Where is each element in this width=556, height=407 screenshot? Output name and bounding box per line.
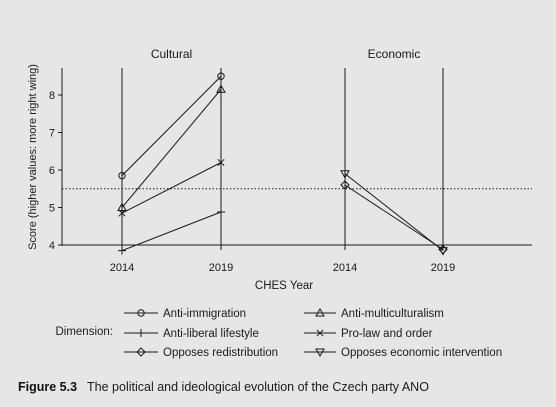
x-tick-label: 2019 [431,262,455,274]
legend-marker-opposes-economic-intervention [315,348,325,358]
legend-marker-pro-law-and-order [316,329,324,337]
legend-label-anti-liberal-lifestyle: Anti-liberal lifestyle [163,328,259,340]
series-line-anti-liberal-lifestyle [121,211,222,252]
x-tick-label: 2014 [333,262,357,274]
y-tick-label: 4 [49,240,55,252]
legend-title: Dimension: [55,326,113,338]
y-tick-label: 5 [49,203,55,215]
legend-marker-anti-immigration [137,309,145,317]
legend-label-anti-immigration: Anti-immigration [163,308,246,320]
series-line-anti-immigration [121,75,222,176]
series-line-opposes-redistribution [344,184,444,250]
legend-marker-anti-multiculturalism [315,307,325,317]
data-point-pro-law-and-order [118,209,126,217]
y-tick-label: 6 [49,165,55,177]
chart: 4 5 6 7 8 Score (higher values: more right wi… [27,47,532,359]
y-tick-label: 8 [49,90,55,102]
series-line-anti-multiculturalism [121,89,222,208]
legend: Dimension: Anti-immigration Anti-multicult… [55,308,502,359]
data-point-anti-liberal-lifestyle [118,246,126,255]
legend-label-anti-multiculturalism: Anti-multiculturalism [341,308,444,320]
data-point-pro-law-and-order [217,158,225,167]
legend-label-opposes-redistribution: Opposes redistribution [163,347,278,359]
legend-marker-opposes-redistribution [136,347,146,357]
figure-caption: Figure 5.3 The political and ideological … [18,380,429,394]
legend-marker-anti-liberal-lifestyle [137,329,145,337]
data-point-anti-immigration [217,72,225,80]
x-axis-title: CHES Year [255,280,313,292]
data-point-anti-multiculturalism [216,84,226,93]
panel-title-economic: Economic [368,47,421,61]
figure-caption-text: The political and ideological evolution … [87,380,429,394]
series-line-pro-law-and-order [121,162,222,214]
series-line-opposes-economic-intervention [344,173,444,252]
y-tick-label: 7 [49,128,55,140]
data-point-opposes-redistribution [340,180,350,190]
legend-label-pro-law-and-order: Pro-law and order [341,328,433,340]
data-point-anti-liberal-lifestyle [217,208,225,216]
data-point-opposes-economic-intervention [340,170,350,179]
data-point-anti-multiculturalism [117,202,127,211]
data-point-opposes-economic-intervention [438,247,448,256]
legend-label-opposes-economic-intervention: Opposes economic intervention [341,347,502,359]
x-tick-label: 2014 [110,262,134,274]
x-tick-label: 2019 [209,262,233,274]
figure-number: Figure 5.3 [18,380,78,394]
panel-title-cultural: Cultural [151,47,192,61]
y-axis-title: Score (higher values: more right wing) [27,64,39,250]
data-point-anti-immigration [118,171,126,180]
